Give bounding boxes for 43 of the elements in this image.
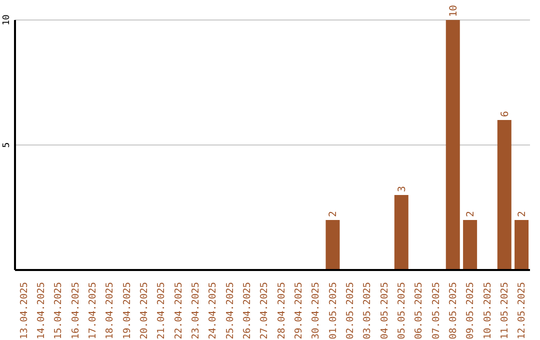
x-tick-label: 04.05.2025: [379, 282, 390, 340]
x-tick-label: 01.05.2025: [328, 282, 339, 340]
bar: [446, 20, 460, 270]
x-tick-label: 02.05.2025: [345, 282, 356, 340]
data-label: 10: [448, 4, 460, 17]
data-label: 3: [396, 186, 408, 192]
x-tick-label: 16.04.2025: [70, 282, 82, 340]
x-tick-label: 24.04.2025: [208, 282, 219, 340]
data-label: 6: [500, 110, 511, 117]
x-tick-label: 27.04.2025: [259, 282, 270, 340]
x-tick-label: 07.05.2025: [430, 282, 442, 340]
x-tick-label: 17.04.2025: [88, 282, 99, 340]
bar: [514, 220, 529, 270]
data-label: 2: [466, 210, 477, 217]
bar: [497, 120, 512, 270]
x-tick-label: 29.04.2025: [294, 282, 305, 340]
x-tick-label: 20.04.2025: [139, 282, 150, 340]
x-tick-label: 19.04.2025: [122, 282, 133, 340]
x-tick-label: 09.05.2025: [465, 282, 476, 340]
y-tick-label: 5: [2, 142, 12, 148]
x-tick-label: 11.05.2025: [500, 282, 511, 340]
x-tick-label: 06.05.2025: [414, 282, 425, 340]
x-tick-label: 25.04.2025: [224, 282, 236, 340]
x-tick-label: 03.05.2025: [362, 282, 374, 340]
x-tick-label: 30.04.2025: [310, 282, 322, 340]
data-label: 2: [328, 210, 340, 217]
x-tick-label: 18.04.2025: [104, 282, 116, 340]
x-tick-label: 21.04.2025: [156, 282, 168, 340]
x-tick-label: 22.04.2025: [173, 282, 184, 340]
x-tick-label: 08.05.2025: [448, 282, 460, 340]
x-tick-label: 26.04.2025: [242, 282, 254, 340]
x-tick-label: 23.04.2025: [190, 282, 202, 340]
x-tick-label: 28.04.2025: [276, 282, 288, 340]
bar: [326, 220, 340, 270]
bar: [394, 195, 408, 270]
x-tick-label: 14.04.2025: [36, 282, 48, 340]
data-label: 2: [517, 210, 528, 217]
x-tick-label: 15.04.2025: [53, 282, 64, 340]
x-tick-label: 10.05.2025: [482, 282, 494, 340]
x-tick-label: 13.04.2025: [18, 282, 30, 340]
bar: [463, 220, 478, 270]
x-tick-label: 05.05.2025: [396, 282, 408, 340]
x-tick-label: 12.05.2025: [516, 282, 528, 340]
